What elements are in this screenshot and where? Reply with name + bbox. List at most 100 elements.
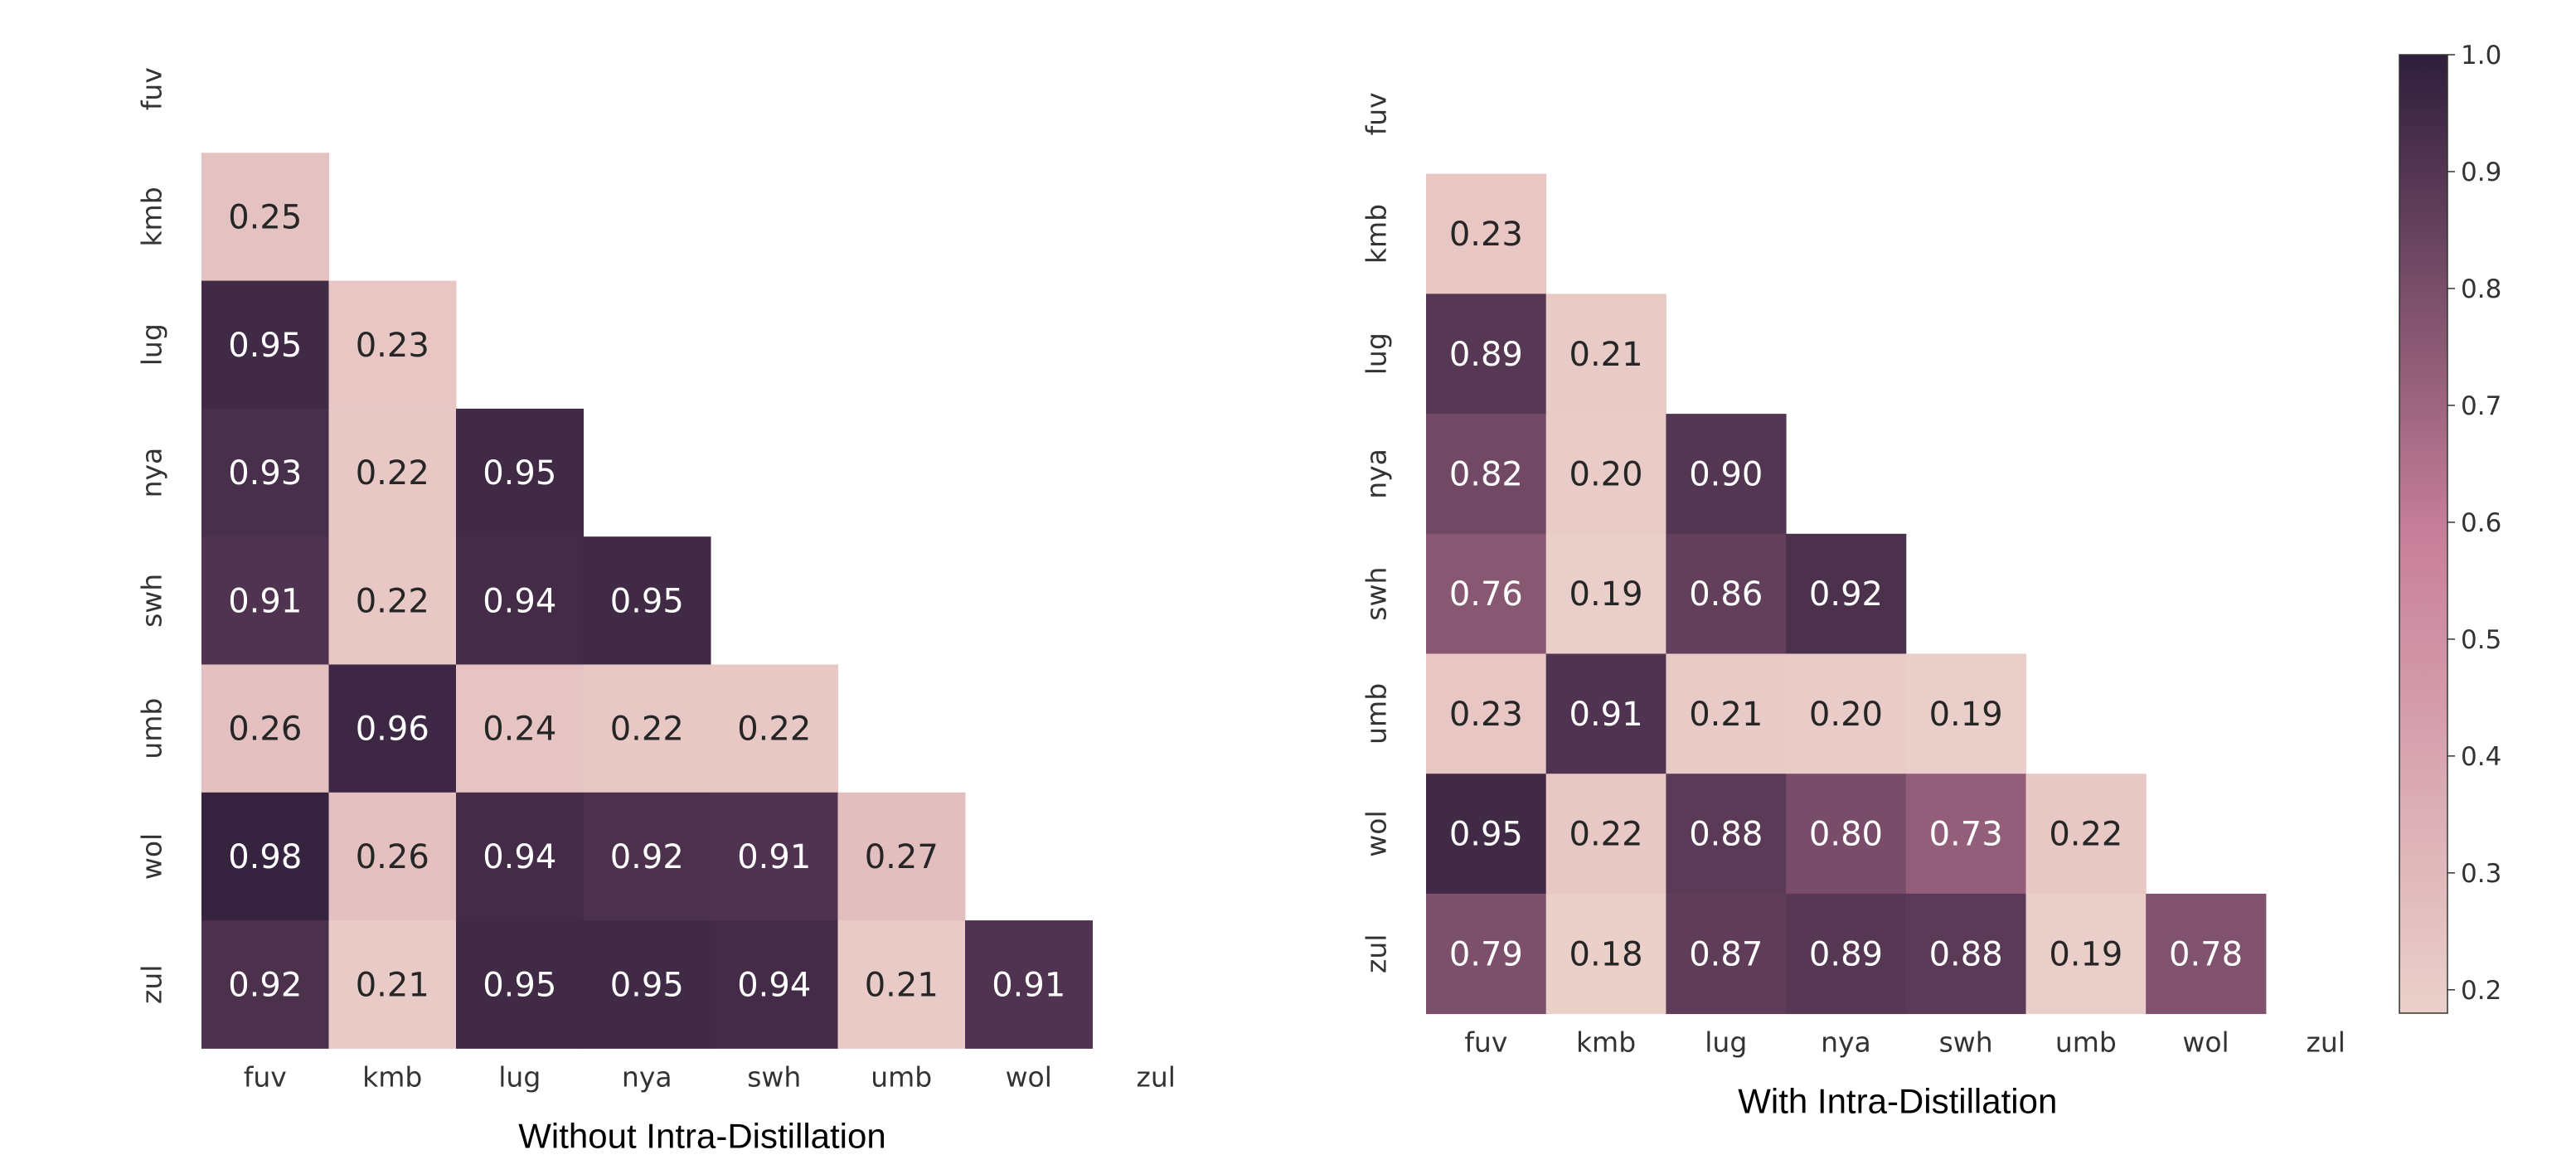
heatmap-cell (1905, 774, 2026, 895)
heatmap-cell (328, 536, 457, 665)
heatmap-cell (1905, 893, 2026, 1015)
cell-value-label: 0.95 (228, 327, 302, 365)
heatmap-cell (456, 664, 584, 793)
colorbar-tick-label: 0.9 (2461, 158, 2501, 187)
heatmap-cell (1545, 294, 1666, 415)
heatmap-cell (1426, 294, 1547, 415)
heatmap-without-intra-distillation: 0.25 0.95 0.23 0.93 0.22 0.95 0.91 0.22 0.94 0.95… (136, 67, 1176, 1155)
heatmap-cell (1545, 533, 1666, 654)
x-tick-label: wol (2182, 1026, 2229, 1059)
y-tick-label: kmb (136, 187, 168, 246)
cell-value-label: 0.92 (1809, 575, 1883, 614)
cell-value-label: 0.94 (483, 838, 556, 876)
heatmap-cell (1426, 774, 1547, 895)
cell-value-label: 0.94 (483, 582, 556, 620)
cell-value-label: 0.22 (737, 711, 811, 749)
cell-value-label: 0.19 (1929, 696, 2003, 734)
colorbar-tick-label: 0.6 (2461, 508, 2501, 538)
x-tick-label: kmb (1576, 1026, 1636, 1059)
y-tick-label: swh (136, 574, 168, 628)
heatmap-cell (1905, 653, 2026, 774)
heatmap-cell (328, 792, 457, 921)
heatmap-cell (1426, 414, 1547, 535)
chart-title: Without Intra-Distillation (518, 1116, 885, 1155)
heatmap-cell (711, 792, 838, 921)
cell-value-label: 0.23 (1449, 216, 1523, 254)
cell-value-label: 0.87 (1689, 935, 1763, 973)
cell-value-label: 0.18 (1569, 935, 1643, 973)
y-tick-label: umb (1361, 683, 1393, 745)
cell-value-label: 0.20 (1569, 455, 1643, 493)
y-tick-label: zul (136, 965, 168, 1004)
cell-value-label: 0.89 (1449, 336, 1523, 374)
y-tick-label: nya (1361, 449, 1393, 499)
cell-value-label: 0.27 (865, 838, 939, 876)
y-tick-label: zul (1361, 934, 1393, 973)
colorbar-frame (2399, 54, 2448, 1014)
heatmap-cell (456, 536, 584, 665)
cell-value-label: 0.22 (610, 711, 684, 749)
cell-value-label: 0.92 (610, 838, 684, 876)
x-tick-label: fuv (244, 1060, 287, 1093)
x-tick-label: umb (871, 1060, 932, 1093)
x-tick-label: lug (498, 1060, 541, 1093)
cell-value-label: 0.24 (483, 711, 556, 749)
heatmap-cell (965, 920, 1093, 1049)
cell-value-label: 0.95 (483, 966, 556, 1004)
heatmap-cell (583, 536, 711, 665)
heatmap-cell (456, 792, 584, 921)
cell-value-label: 0.22 (356, 582, 429, 620)
cell-value-label: 0.96 (356, 711, 429, 749)
heatmap-cell (711, 664, 838, 793)
cell-value-label: 0.23 (356, 327, 429, 365)
cell-value-label: 0.98 (228, 838, 302, 876)
heatmap-cell (1786, 653, 1907, 774)
colorbar-tick-label: 0.3 (2461, 859, 2501, 889)
colorbar-tick-label: 0.4 (2461, 742, 2501, 772)
heatmap-cell (583, 792, 711, 921)
cell-value-label: 0.80 (1809, 816, 1883, 854)
cell-value-label: 0.88 (1929, 935, 2003, 973)
cell-value-label: 0.95 (1449, 816, 1523, 854)
cell-value-label: 0.92 (228, 966, 302, 1004)
heatmap-cell (2146, 893, 2267, 1015)
x-tick-label: fuv (1464, 1026, 1507, 1059)
heatmap-cell (837, 792, 966, 921)
heatmap-cell (201, 664, 329, 793)
heatmap-cell (1426, 653, 1547, 774)
heatmap-cell (1666, 533, 1787, 654)
heatmap-cell (328, 280, 457, 410)
cell-value-label: 0.91 (1569, 696, 1643, 734)
colorbar-tick-label: 0.8 (2461, 274, 2501, 304)
x-tick-label: nya (1821, 1026, 1871, 1059)
cell-value-label: 0.19 (2049, 935, 2122, 973)
cell-value-label: 0.23 (1449, 696, 1523, 734)
cell-value-label: 0.94 (737, 966, 811, 1004)
heatmap-cell (1666, 414, 1787, 535)
cell-value-label: 0.93 (228, 454, 302, 492)
cell-value-label: 0.19 (1569, 575, 1643, 614)
cell-value-label: 0.22 (1569, 816, 1643, 854)
colorbar-tick-label: 0.5 (2461, 625, 2501, 655)
heatmap-cell (1545, 653, 1666, 774)
cell-value-label: 0.21 (1569, 336, 1643, 374)
heatmap-with-intra-distillation: 0.23 0.89 0.21 0.82 0.20 0.90 0.76 0.19 0.86 0.92… (1361, 92, 2346, 1120)
heatmap-cell (201, 920, 329, 1049)
heatmap-cell (201, 536, 329, 665)
cell-value-label: 0.79 (1449, 935, 1523, 973)
cell-value-label: 0.91 (228, 582, 302, 620)
heatmap-cell (201, 792, 329, 921)
cell-value-label: 0.22 (356, 454, 429, 492)
y-tick-label: fuv (136, 67, 168, 110)
y-tick-label: wol (1361, 810, 1393, 856)
cell-value-label: 0.91 (992, 966, 1065, 1004)
x-tick-label: zul (1137, 1060, 1176, 1093)
heatmap-cell (328, 664, 457, 793)
y-tick-label: nya (136, 448, 168, 498)
y-tick-label: swh (1361, 567, 1393, 621)
heatmap-cell (328, 920, 457, 1049)
cell-value-label: 0.95 (483, 454, 556, 492)
heatmap-cell (2025, 893, 2147, 1015)
heatmap-cell (201, 280, 329, 410)
